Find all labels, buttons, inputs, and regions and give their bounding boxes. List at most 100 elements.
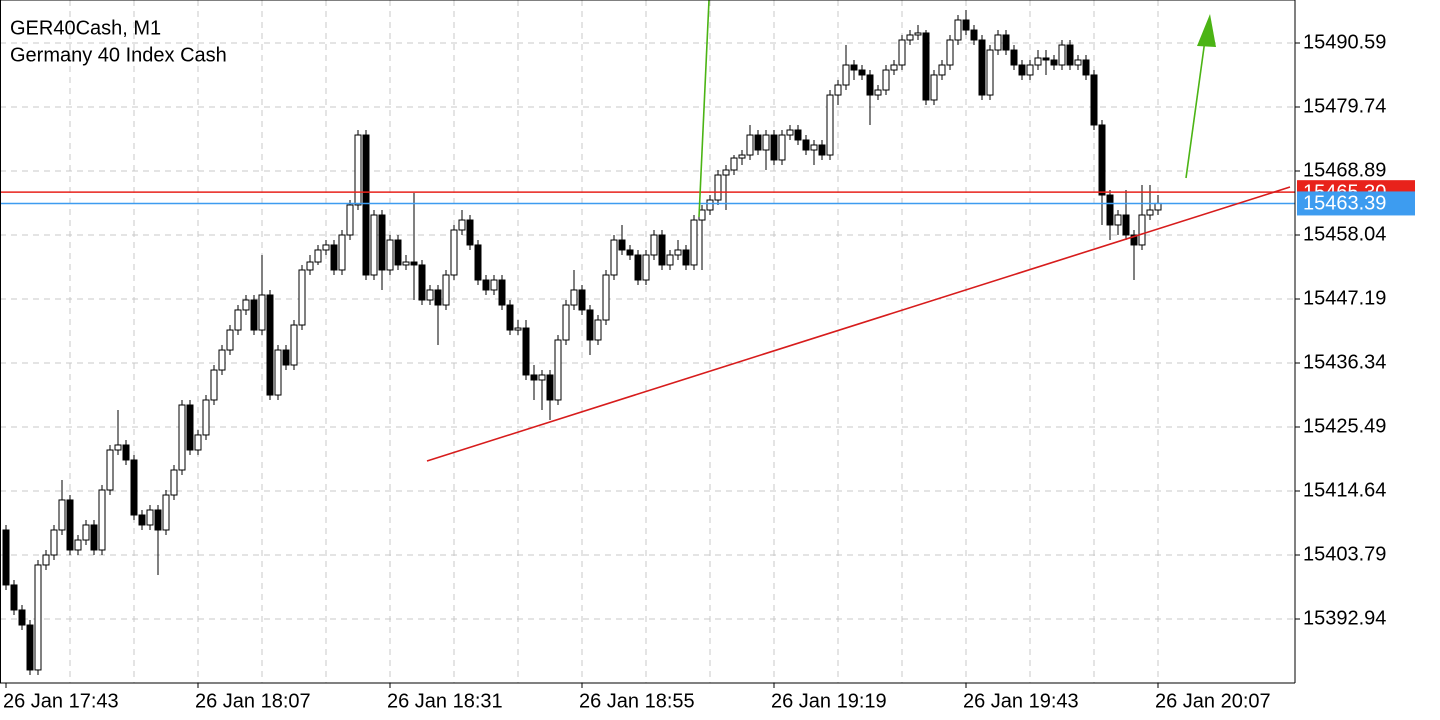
candle-body (1050, 59, 1058, 66)
candle-body (66, 499, 74, 551)
y-tick-label: 15479.74 (1303, 95, 1386, 117)
candle-body (474, 244, 482, 281)
candle-body (506, 304, 514, 331)
candle-body (98, 489, 106, 551)
candle-body (1138, 214, 1146, 246)
candle-body (858, 69, 866, 76)
candle-body (922, 32, 930, 101)
candle-body (1114, 214, 1122, 226)
candle-body (266, 294, 274, 396)
candle-body (546, 374, 554, 401)
candle-body (490, 279, 498, 291)
candle-body (1146, 209, 1154, 216)
y-tick-label: 15458.04 (1303, 223, 1386, 245)
arrow-shaft (1185, 39, 1206, 179)
candle-body (786, 129, 794, 136)
candle-body (194, 434, 202, 451)
candle-body (882, 69, 890, 91)
candle-body (626, 249, 634, 256)
candle-body (418, 264, 426, 301)
candle-body (1082, 59, 1090, 76)
candle-body (730, 157, 738, 171)
candle-body (378, 214, 386, 271)
arrow-head (1197, 14, 1216, 47)
candle-body (898, 39, 906, 66)
candle-body (458, 219, 466, 231)
candle-body (826, 94, 834, 156)
candle-body (170, 469, 178, 496)
y-tick-label: 15436.34 (1303, 351, 1386, 373)
candle-body (258, 294, 266, 331)
candle-body (842, 64, 850, 86)
candle-body (762, 134, 770, 151)
candle-body (618, 239, 626, 251)
candle-body (242, 299, 250, 311)
candle-body (226, 329, 234, 351)
candle-body (1026, 64, 1034, 76)
candle-body (466, 219, 474, 246)
candle-body (970, 29, 978, 41)
candle-body (722, 169, 730, 176)
candle-body (298, 269, 306, 326)
candle-body (322, 244, 330, 251)
candle-body (642, 254, 650, 281)
candle-body (146, 509, 154, 526)
candle-body (746, 134, 754, 156)
candle-body (562, 304, 570, 341)
candle-body (666, 254, 674, 266)
candle-body (138, 514, 146, 526)
candle-body (586, 309, 594, 341)
candle-body (866, 74, 874, 96)
candle-body (1058, 44, 1066, 66)
candle-body (290, 324, 298, 366)
grid (0, 0, 1295, 683)
candle-body (130, 459, 138, 516)
x-tick-label: 26 Jan 18:31 (387, 690, 503, 712)
candle-body (434, 289, 442, 306)
candle-body (394, 239, 402, 266)
candle-body (578, 289, 586, 311)
candle-body (570, 289, 578, 306)
candle-body (986, 49, 994, 96)
candle-body (906, 34, 914, 41)
candle-body (1106, 194, 1114, 226)
candle-body (338, 234, 346, 271)
candle-body (1010, 49, 1018, 66)
candle-body (386, 239, 394, 271)
candle-body (234, 309, 242, 331)
candle-body (10, 584, 18, 611)
chart-subtitle: Germany 40 Index Cash (10, 44, 227, 66)
candle-body (514, 327, 522, 331)
x-tick-label: 26 Jan 18:07 (195, 690, 311, 712)
candle-body (690, 219, 698, 266)
candle-body (314, 249, 322, 263)
candle-body (810, 144, 818, 151)
candle-body (714, 174, 722, 201)
candle-body (554, 339, 562, 401)
candles (2, 10, 1162, 675)
x-tick-label: 26 Jan 19:43 (963, 690, 1079, 712)
candle-body (994, 34, 1002, 51)
candle-body (250, 299, 258, 331)
y-tick-label: 15414.64 (1303, 479, 1386, 501)
candle-body (770, 134, 778, 161)
candle-body (602, 274, 610, 321)
green-line (698, 0, 710, 218)
candle-body (354, 134, 362, 206)
candle-body (818, 144, 826, 156)
candle-body (1090, 74, 1098, 126)
candle-body (26, 624, 34, 671)
y-tick-label: 15447.19 (1303, 287, 1386, 309)
x-tick-label: 26 Jan 20:07 (1155, 690, 1271, 712)
candle-body (1098, 124, 1106, 196)
candle-body (538, 374, 546, 381)
axes (0, 0, 1296, 684)
candle-body (178, 404, 186, 471)
trend-line (426, 186, 1291, 462)
candle-body (50, 529, 58, 556)
candle-body (402, 261, 410, 266)
chart-title: GER40Cash, M1 (10, 17, 161, 39)
candle-body (914, 32, 922, 36)
